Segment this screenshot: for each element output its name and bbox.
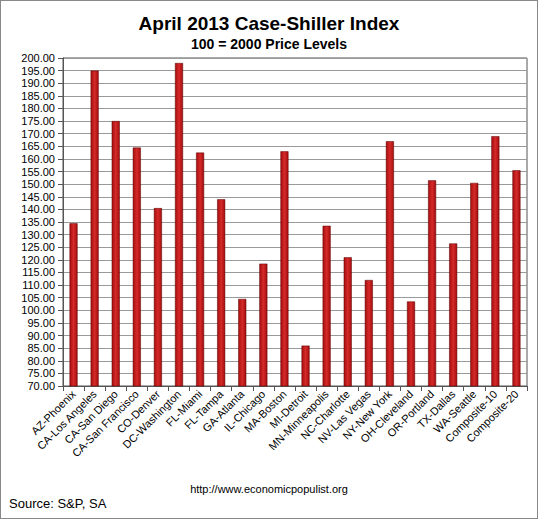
svg-text:70.00: 70.00 <box>27 380 55 392</box>
svg-text:80.00: 80.00 <box>27 355 55 367</box>
svg-text:110.00: 110.00 <box>22 279 55 291</box>
svg-text:145.00: 145.00 <box>21 191 55 203</box>
svg-text:155.00: 155.00 <box>21 166 55 178</box>
svg-text:WA-Seattle: WA-Seattle <box>431 387 479 436</box>
svg-text:IL-Chicago: IL-Chicago <box>221 387 268 434</box>
svg-text:180.00: 180.00 <box>21 102 55 114</box>
svg-text:105.00: 105.00 <box>21 292 55 304</box>
svg-text:170.00: 170.00 <box>21 128 55 140</box>
svg-text:TX-Dallas: TX-Dallas <box>414 387 458 431</box>
svg-text:Composite-20: Composite-20 <box>464 388 521 445</box>
svg-text:NV-Las Vegas: NV-Las Vegas <box>315 387 374 446</box>
svg-text:DC-Washington: DC-Washington <box>120 387 184 451</box>
svg-text:85.00: 85.00 <box>27 342 55 354</box>
svg-text:NC-Charlotte: NC-Charlotte <box>298 387 352 442</box>
svg-text:OH-Cleveland: OH-Cleveland <box>358 387 416 445</box>
svg-text:100 = 2000 Price Levels: 100 = 2000 Price Levels <box>191 36 347 52</box>
svg-text:100.00: 100.00 <box>21 304 55 316</box>
svg-text:120.00: 120.00 <box>21 254 55 266</box>
svg-text:75.00: 75.00 <box>27 367 55 379</box>
svg-text:Source: S&P, SA: Source: S&P, SA <box>9 496 107 511</box>
svg-text:AZ-Phoenix: AZ-Phoenix <box>28 387 78 437</box>
svg-text:April 2013 Case-Shiller Index: April 2013 Case-Shiller Index <box>139 13 400 34</box>
svg-text:FL-Miami: FL-Miami <box>163 387 205 429</box>
svg-text:150.00: 150.00 <box>21 178 55 190</box>
svg-text:CA-San Diego: CA-San Diego <box>61 387 120 446</box>
svg-text:FL-Tampa: FL-Tampa <box>182 387 226 432</box>
svg-text:200.00: 200.00 <box>21 52 55 64</box>
svg-text:MI-Detroit: MI-Detroit <box>267 387 310 431</box>
svg-text:195.00: 195.00 <box>21 65 55 77</box>
svg-text:175.00: 175.00 <box>21 115 55 127</box>
svg-text:90.00: 90.00 <box>27 330 55 342</box>
svg-text:185.00: 185.00 <box>21 90 55 102</box>
svg-text:CA-Los Angeles: CA-Los Angeles <box>34 387 99 452</box>
svg-text:OR-Portland: OR-Portland <box>384 387 437 440</box>
svg-text:NY-New York: NY-New York <box>340 387 395 442</box>
svg-text:130.00: 130.00 <box>21 229 55 241</box>
svg-text:125.00: 125.00 <box>21 241 55 253</box>
svg-text:115.00: 115.00 <box>22 266 55 278</box>
svg-text:165.00: 165.00 <box>21 140 55 152</box>
svg-text:http://www.economicpopulist.or: http://www.economicpopulist.org <box>190 483 348 495</box>
svg-text:GA-Atlanta: GA-Atlanta <box>200 387 247 435</box>
svg-text:135.00: 135.00 <box>21 216 55 228</box>
svg-text:CO-Denver: CO-Denver <box>114 387 163 436</box>
svg-text:MN-Minneapolis: MN-Minneapolis <box>266 387 331 453</box>
svg-text:MA-Boston: MA-Boston <box>241 387 289 435</box>
svg-text:140.00: 140.00 <box>21 203 55 215</box>
svg-text:95.00: 95.00 <box>27 317 55 329</box>
svg-text:Composite-10: Composite-10 <box>442 387 500 445</box>
svg-text:CA-San Francisco: CA-San Francisco <box>69 387 142 460</box>
svg-text:190.00: 190.00 <box>21 77 55 89</box>
svg-text:160.00: 160.00 <box>21 153 55 165</box>
